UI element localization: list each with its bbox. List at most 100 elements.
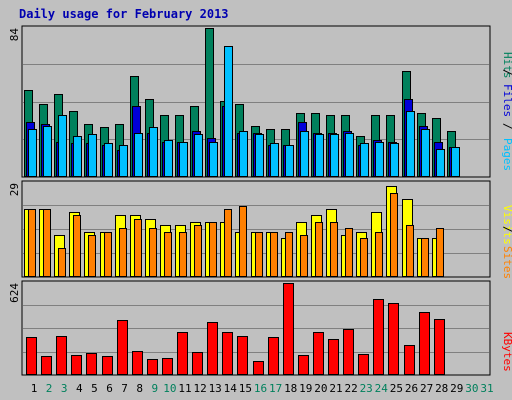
bar <box>285 145 294 177</box>
y-max-label: 84 <box>8 28 21 42</box>
bar <box>86 353 97 375</box>
x-tick-label: 8 <box>136 382 143 395</box>
legend-entry: Sites <box>501 246 512 279</box>
x-tick-label: 30 <box>465 382 478 395</box>
bar <box>388 303 399 375</box>
x-tick-label: 12 <box>193 382 206 395</box>
bar <box>132 351 143 375</box>
bar <box>404 345 415 375</box>
bar <box>104 232 112 277</box>
bar <box>73 215 81 277</box>
x-tick-label: 22 <box>344 382 357 395</box>
bar <box>360 238 368 277</box>
bar <box>164 140 173 177</box>
bar <box>330 222 338 277</box>
x-tick-label: 26 <box>405 382 418 395</box>
bar <box>73 136 82 177</box>
x-tick-label: 6 <box>106 382 113 395</box>
bar <box>207 322 218 375</box>
bar <box>194 134 203 177</box>
bar <box>315 134 324 177</box>
x-tick-label: 7 <box>121 382 128 395</box>
bar <box>209 222 217 277</box>
x-axis-labels: 1 2 3 4 5 6 7 8 9 10 11 12 13 14 15 16 17 18 19 20 21 22 23 24 2… <box>31 382 494 395</box>
x-tick-label: 10 <box>163 382 176 395</box>
legend-separator: / <box>501 226 512 233</box>
bar <box>239 131 248 177</box>
x-tick-label: 24 <box>375 382 389 395</box>
bar <box>209 142 218 177</box>
panels-layer: 84PagesFilesHits//29SitesVisits/624KByte… <box>8 25 512 376</box>
bar <box>390 193 398 277</box>
bar <box>224 209 232 277</box>
x-tick-label: 17 <box>269 382 282 395</box>
x-tick-label: 31 <box>480 382 493 395</box>
x-tick-label: 3 <box>61 382 68 395</box>
bar <box>421 238 429 277</box>
bar <box>436 149 445 177</box>
bar <box>406 111 415 177</box>
bar <box>358 354 369 375</box>
bar <box>149 228 157 277</box>
bar <box>43 209 51 277</box>
x-tick-label: 4 <box>76 382 83 395</box>
bar <box>328 339 339 375</box>
bar <box>224 46 233 177</box>
bar <box>117 320 128 375</box>
legend-entry: KBytes <box>501 332 512 372</box>
bar <box>239 206 247 277</box>
x-tick-label: 11 <box>178 382 191 395</box>
bar <box>375 232 383 277</box>
bar <box>102 356 113 375</box>
bar <box>149 127 158 177</box>
bar <box>179 232 187 277</box>
bar <box>177 332 188 375</box>
legend-entry: Pages <box>501 138 512 171</box>
x-tick-label: 18 <box>284 382 297 395</box>
bar <box>436 228 444 277</box>
bar <box>345 228 353 277</box>
bar <box>134 219 142 277</box>
bar <box>270 143 279 177</box>
legend: KBytes <box>501 332 512 372</box>
x-tick-label: 28 <box>435 382 448 395</box>
legend-entry: Hits <box>501 52 512 79</box>
x-tick-label: 29 <box>450 382 463 395</box>
x-tick-label: 9 <box>151 382 158 395</box>
bar <box>360 143 369 177</box>
x-tick-label: 27 <box>420 382 433 395</box>
y-max-label: 624 <box>8 283 21 303</box>
bar <box>192 352 203 375</box>
x-tick-label: 15 <box>239 382 252 395</box>
bar <box>451 147 460 177</box>
x-tick-label: 20 <box>314 382 327 395</box>
bar <box>164 232 172 277</box>
bar <box>104 143 113 177</box>
x-tick-label: 25 <box>390 382 403 395</box>
legend-entry: Files <box>501 84 512 117</box>
bar <box>119 145 128 177</box>
bar <box>300 131 309 177</box>
bar <box>283 283 294 375</box>
series-sites <box>28 193 444 277</box>
bar <box>222 332 233 375</box>
y-max-label: 29 <box>8 183 21 196</box>
x-tick-label: 21 <box>329 382 342 395</box>
bar <box>375 142 384 177</box>
bar <box>343 329 354 375</box>
bar <box>56 336 67 375</box>
bar <box>345 133 354 177</box>
bar <box>88 235 96 277</box>
bar <box>285 232 293 277</box>
bar <box>28 209 36 277</box>
bar <box>300 235 308 277</box>
bar <box>434 319 445 375</box>
bar <box>253 361 264 375</box>
legend-separator: / <box>501 123 512 130</box>
bar <box>119 228 127 277</box>
bar <box>147 359 158 375</box>
